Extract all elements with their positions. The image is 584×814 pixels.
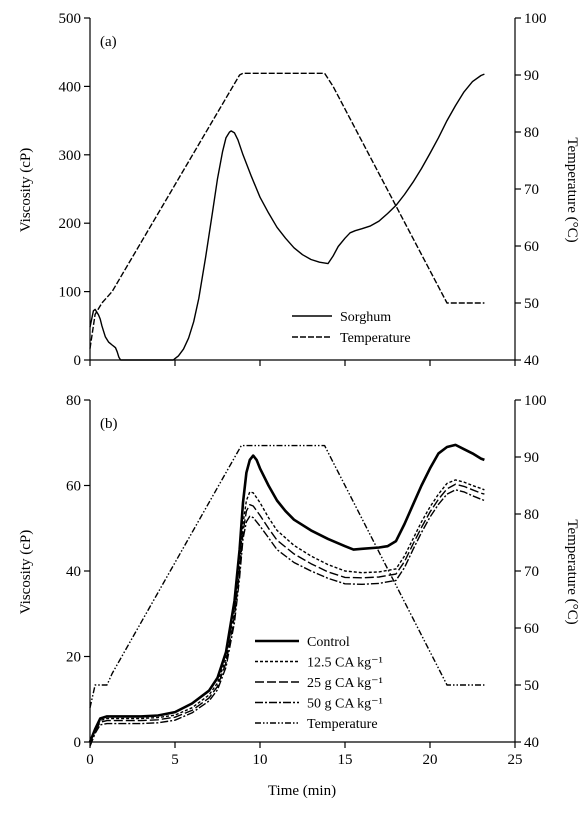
panel-b-y-axis-title: Viscosity (cP) <box>18 530 34 615</box>
x-tick-label: 5 <box>171 752 179 768</box>
y2-tick-label: 60 <box>524 239 539 255</box>
x-tick-label: 20 <box>423 752 438 768</box>
legend-label-temperature: Temperature <box>307 717 378 732</box>
x-tick-label: 25 <box>508 752 523 768</box>
y-tick-label: 300 <box>59 148 82 164</box>
legend-label-12-5-ca-kg: 12.5 CA kg⁻¹ <box>307 656 383 671</box>
panel-b-y2-axis-title: Temperature (°C) <box>564 519 580 624</box>
panel-b-axes: 0 20 40 60 80 40 50 60 70 80 90 100 0 5 10 15 20 25 <box>66 393 547 768</box>
y-tick-label: 400 <box>59 79 82 95</box>
panel-a-y-axis-title: Viscosity (cP) <box>18 148 34 233</box>
y2-tick-label: 40 <box>524 735 539 751</box>
y2-tick-label: 100 <box>524 11 547 27</box>
y-tick-label: 100 <box>59 285 82 301</box>
panel-a-label: (a) <box>100 34 117 50</box>
x-tick-label: 10 <box>253 752 268 768</box>
y2-tick-label: 80 <box>524 507 539 523</box>
legend-label-50-g-ca-kg: 50 g CA kg⁻¹ <box>307 697 383 712</box>
y-tick-label: 40 <box>66 564 81 580</box>
series-line-12-5-ca-kg <box>89 479 485 743</box>
y2-tick-label: 70 <box>524 182 539 198</box>
y-tick-label: 0 <box>74 353 82 369</box>
y2-tick-label: 90 <box>524 450 539 466</box>
y2-tick-label: 50 <box>524 678 539 694</box>
panel-b-legend: Control 12.5 CA kg⁻¹ 25 g CA kg⁻¹ 50 g CA k… <box>255 635 383 732</box>
y2-tick-label: 60 <box>524 621 539 637</box>
series-line-temperature <box>89 444 485 708</box>
series-line-control <box>88 443 485 743</box>
y-tick-label: 20 <box>66 650 81 666</box>
legend-label-25-g-ca-kg: 25 g CA kg⁻¹ <box>307 676 383 691</box>
legend-label-sorghum: Sorghum <box>340 310 391 325</box>
y2-tick-label: 90 <box>524 68 539 84</box>
y-tick-label: 60 <box>66 479 81 495</box>
x-tick-label: 15 <box>338 752 353 768</box>
panel-a: 0 100 200 300 400 500 40 50 60 70 80 90 100 (a) Visc… <box>18 11 580 369</box>
panel-a-lines <box>89 72 485 361</box>
series-line-25-g-ca-kg <box>89 483 485 743</box>
legend-label-temperature: Temperature <box>340 331 411 346</box>
panel-b: 0 20 40 60 80 40 50 60 70 80 90 100 0 5 10 15 20 25 (b) V… <box>18 393 580 799</box>
y-tick-label: 0 <box>74 735 82 751</box>
panel-b-label: (b) <box>100 416 118 432</box>
legend-label-control: Control <box>307 635 350 650</box>
panel-a-y2-axis-title: Temperature (°C) <box>564 137 580 242</box>
y2-tick-label: 70 <box>524 564 539 580</box>
panel-a-legend: Sorghum Temperature <box>292 310 411 346</box>
y-tick-label: 80 <box>66 393 81 409</box>
y2-tick-label: 50 <box>524 296 539 312</box>
y-tick-label: 200 <box>59 216 82 232</box>
y-tick-label: 500 <box>59 11 82 27</box>
panel-a-axes: 0 100 200 300 400 500 40 50 60 70 80 90 100 <box>59 11 547 369</box>
series-line-sorghum <box>89 73 485 361</box>
panel-b-lines <box>88 443 485 747</box>
series-line-temperature <box>89 72 485 349</box>
series-line-50-g-ca-kg <box>89 489 485 747</box>
y2-tick-label: 80 <box>524 125 539 141</box>
y2-tick-label: 100 <box>524 393 547 409</box>
y2-tick-label: 40 <box>524 353 539 369</box>
panel-b-x-axis-title: Time (min) <box>268 783 336 799</box>
x-tick-label: 0 <box>86 752 94 768</box>
